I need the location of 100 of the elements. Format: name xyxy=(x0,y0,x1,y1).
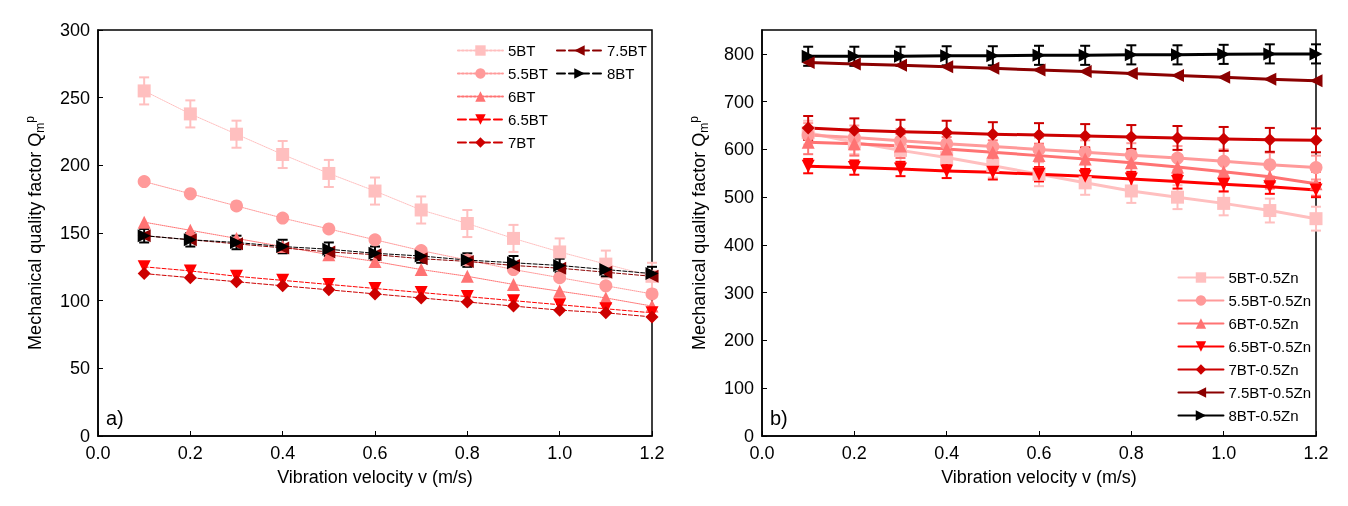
point xyxy=(1032,149,1046,163)
y-tick-label: 200 xyxy=(723,330,754,351)
legend-label: 7BT xyxy=(507,134,536,151)
point xyxy=(1124,156,1138,170)
point xyxy=(986,49,1000,63)
point xyxy=(599,306,613,320)
point xyxy=(183,271,197,285)
y-tick-label: 500 xyxy=(723,187,754,208)
x-tick-label: 0.2 xyxy=(177,443,203,463)
point xyxy=(460,269,474,283)
point xyxy=(1078,169,1092,183)
legend-label: 8BT xyxy=(606,65,635,82)
point xyxy=(183,187,197,201)
x-tick-label: 0.8 xyxy=(454,443,480,463)
y-tick-label: 50 xyxy=(69,358,90,379)
point xyxy=(1217,196,1231,210)
point xyxy=(940,60,954,74)
point xyxy=(1171,151,1184,165)
x-tick-label: 1.2 xyxy=(639,443,665,463)
point xyxy=(1171,190,1184,204)
x-tick-label: 0.2 xyxy=(841,443,867,463)
point xyxy=(1124,184,1138,198)
legend-label: 6.5BT xyxy=(507,111,548,128)
point xyxy=(801,55,815,69)
point xyxy=(801,135,815,149)
point xyxy=(894,125,907,139)
point xyxy=(847,123,861,137)
legend-label: 5BT xyxy=(507,42,536,59)
point xyxy=(553,303,567,317)
point xyxy=(1078,129,1092,143)
point xyxy=(368,287,382,301)
point xyxy=(1263,158,1277,172)
point xyxy=(1217,165,1231,179)
point xyxy=(1171,48,1184,62)
point xyxy=(368,184,382,198)
point xyxy=(940,142,954,156)
point xyxy=(801,121,815,135)
y-tick-label: 100 xyxy=(723,378,754,399)
point xyxy=(553,245,567,259)
y-tick-label: 700 xyxy=(723,91,754,112)
point xyxy=(1217,70,1231,84)
point xyxy=(507,231,520,245)
point xyxy=(322,283,336,297)
y-tick-label: 0 xyxy=(79,426,90,446)
point xyxy=(1263,72,1277,86)
point xyxy=(276,148,290,162)
point xyxy=(1032,128,1046,142)
point xyxy=(460,217,474,231)
y-tick-label: 300 xyxy=(59,20,90,40)
x-tick-label: 0.6 xyxy=(362,443,388,463)
point xyxy=(894,139,907,153)
x-tick-label: 1.0 xyxy=(1211,443,1237,463)
y-tick-label: 200 xyxy=(59,155,90,176)
point xyxy=(137,267,151,281)
x-tick-label: 0.0 xyxy=(749,443,775,463)
annotation: b) xyxy=(770,407,788,429)
point xyxy=(137,175,151,189)
point xyxy=(368,233,382,247)
y-tick-label: 400 xyxy=(723,234,754,255)
y-tick-label: 600 xyxy=(723,139,754,160)
point xyxy=(1217,154,1231,168)
point xyxy=(137,215,151,229)
legend-label: 5.5BT-0.5Zn xyxy=(1228,292,1311,309)
x-tick-label: 0.6 xyxy=(1026,443,1052,463)
point xyxy=(137,84,151,98)
point xyxy=(1309,74,1323,88)
legend-label: 7.5BT-0.5Zn xyxy=(1228,384,1311,401)
point xyxy=(1263,133,1277,147)
x-tick-label: 1.2 xyxy=(1303,443,1329,463)
point xyxy=(1171,68,1184,82)
x-tick-label: 0.4 xyxy=(270,443,296,463)
point xyxy=(1124,66,1138,80)
point xyxy=(1217,132,1231,146)
point xyxy=(986,145,1000,159)
point xyxy=(645,287,659,301)
legend-label: 5.5BT xyxy=(507,65,548,82)
point xyxy=(986,127,1000,141)
point xyxy=(230,127,243,141)
point xyxy=(414,203,428,217)
point xyxy=(1124,130,1138,144)
y-tick-label: 300 xyxy=(723,282,754,303)
point xyxy=(1124,48,1138,62)
point xyxy=(276,211,290,225)
point xyxy=(414,291,428,305)
y-axis-title: Mechanical quality factor Qmp xyxy=(687,115,711,350)
point xyxy=(230,199,243,213)
point xyxy=(507,299,520,313)
point xyxy=(1032,63,1046,77)
annotation: a) xyxy=(106,407,124,429)
point xyxy=(553,271,567,285)
point xyxy=(230,275,243,289)
x-tick-label: 0.8 xyxy=(1118,443,1144,463)
legend-label: 6.5BT-0.5Zn xyxy=(1228,338,1311,355)
point xyxy=(507,277,520,291)
point xyxy=(1309,133,1323,147)
point xyxy=(460,295,474,309)
point xyxy=(322,222,336,236)
point xyxy=(801,49,815,63)
point xyxy=(847,49,861,63)
point xyxy=(645,310,659,324)
